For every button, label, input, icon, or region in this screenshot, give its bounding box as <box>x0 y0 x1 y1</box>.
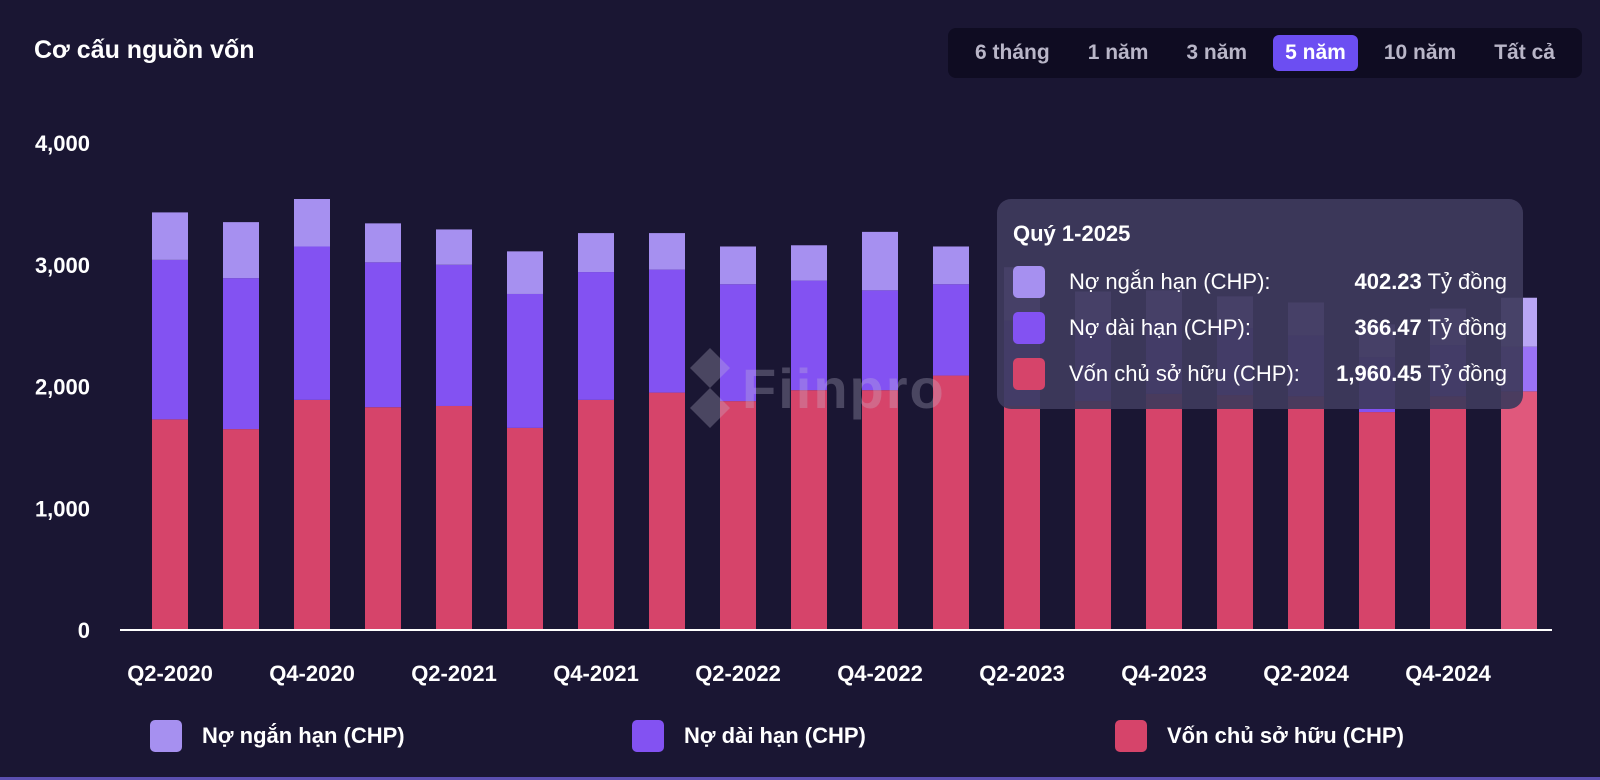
tooltip-label-short-term-debt: Nợ ngắn hạn (CHP): <box>1069 269 1271 294</box>
tooltip-value-equity: 1,960.45 <box>1336 361 1422 386</box>
bar-segment-equity[interactable] <box>365 407 401 630</box>
x-tick-label: Q2-2024 <box>1263 661 1349 686</box>
bar-segment-long-term-debt[interactable] <box>294 246 330 400</box>
bar-segment-short-term-debt[interactable] <box>365 223 401 263</box>
tooltip-row-long-term-debt: Nợ dài hạn (CHP): 366.47 Tỷ đồng <box>1013 305 1507 351</box>
bar-segment-long-term-debt[interactable] <box>862 290 898 391</box>
chart-tooltip: Quý 1-2025 Nợ ngắn hạn (CHP): 402.23 Tỷ … <box>997 199 1523 409</box>
tooltip-value-short-term-debt: 402.23 <box>1354 269 1422 294</box>
watermark-text: Fiinpro <box>742 356 946 420</box>
legend-swatch-long-term-debt <box>632 720 664 752</box>
bar-segment-equity[interactable] <box>1359 412 1395 630</box>
bar-segment-long-term-debt[interactable] <box>223 278 259 430</box>
legend-label-short-term-debt: Nợ ngắn hạn (CHP) <box>202 723 405 748</box>
bar-segment-long-term-debt[interactable] <box>649 269 685 393</box>
bar-segment-long-term-debt[interactable] <box>933 284 969 376</box>
bar-segment-equity[interactable] <box>436 405 472 630</box>
bar-segment-equity[interactable] <box>649 392 685 630</box>
bar-segment-equity[interactable] <box>578 399 614 630</box>
bar-segment-short-term-debt[interactable] <box>507 251 543 294</box>
range-tabs: 6 tháng 1 năm 3 năm 5 năm 10 năm Tất cả <box>948 28 1582 78</box>
bar-segment-equity[interactable] <box>294 399 330 630</box>
tab-1-year[interactable]: 1 năm <box>1087 41 1149 64</box>
bar-segment-equity[interactable] <box>1146 393 1182 630</box>
y-tick-label: 4,000 <box>35 131 90 156</box>
bar-segment-equity[interactable] <box>1501 391 1537 630</box>
tab-5-years[interactable]: 5 năm <box>1273 35 1358 71</box>
x-tick-label: Q2-2023 <box>979 661 1065 686</box>
bar-segment-equity[interactable] <box>1217 395 1253 630</box>
legend-item-short-term-debt[interactable]: Nợ ngắn hạn (CHP) <box>150 720 405 752</box>
tab-3-years[interactable]: 3 năm <box>1186 41 1248 64</box>
tooltip-swatch-short-term-debt <box>1013 266 1045 298</box>
x-tick-label: Q4-2023 <box>1121 661 1207 686</box>
bar-segment-equity[interactable] <box>507 427 543 630</box>
bar-segment-equity[interactable] <box>223 429 259 630</box>
bar-segment-equity[interactable] <box>791 390 827 630</box>
bar-segment-equity[interactable] <box>862 390 898 630</box>
x-tick-label: Q2-2020 <box>127 661 213 686</box>
tooltip-row-short-term-debt: Nợ ngắn hạn (CHP): 402.23 Tỷ đồng <box>1013 259 1507 305</box>
card-bottom-border <box>0 777 1600 780</box>
y-tick-label: 2,000 <box>35 375 90 400</box>
bar-segment-short-term-debt[interactable] <box>294 199 330 247</box>
legend-label-equity: Vốn chủ sở hữu (CHP) <box>1167 723 1404 748</box>
legend-item-equity[interactable]: Vốn chủ sở hữu (CHP) <box>1115 720 1404 752</box>
tooltip-unit-equity: Tỷ đồng <box>1427 361 1508 386</box>
x-tick-label: Q4-2024 <box>1405 661 1491 686</box>
bar-segment-long-term-debt[interactable] <box>365 262 401 408</box>
bar-segment-long-term-debt[interactable] <box>152 259 188 420</box>
bar-segment-short-term-debt[interactable] <box>720 246 756 285</box>
chart-legend: Nợ ngắn hạn (CHP) Nợ dài hạn (CHP) Vốn c… <box>0 720 1600 760</box>
chart-title: Cơ cấu nguồn vốn <box>34 36 255 64</box>
tooltip-title: Quý 1-2025 <box>1013 221 1131 246</box>
legend-swatch-equity <box>1115 720 1147 752</box>
legend-item-long-term-debt[interactable]: Nợ dài hạn (CHP) <box>632 720 866 752</box>
bar-segment-long-term-debt[interactable] <box>507 293 543 428</box>
y-tick-label: 1,000 <box>35 496 90 521</box>
bar-segment-long-term-debt[interactable] <box>720 284 756 402</box>
x-tick-label: Q4-2020 <box>269 661 355 686</box>
bar-segment-short-term-debt[interactable] <box>578 233 614 273</box>
x-tick-label: Q4-2021 <box>553 661 639 686</box>
legend-swatch-short-term-debt <box>150 720 182 752</box>
x-tick-label: Q2-2021 <box>411 661 497 686</box>
y-tick-label: 3,000 <box>35 253 90 278</box>
bar-segment-short-term-debt[interactable] <box>933 246 969 285</box>
bar-segment-equity[interactable] <box>1075 401 1111 630</box>
tab-10-years[interactable]: 10 năm <box>1383 41 1457 64</box>
bar-segment-equity[interactable] <box>152 419 188 630</box>
tab-6-months[interactable]: 6 tháng <box>975 41 1050 64</box>
bar-segment-long-term-debt[interactable] <box>791 280 827 391</box>
tooltip-swatch-long-term-debt <box>1013 312 1045 344</box>
bar-segment-short-term-debt[interactable] <box>223 222 259 279</box>
legend-label-long-term-debt: Nợ dài hạn (CHP) <box>684 723 866 748</box>
bar-segment-short-term-debt[interactable] <box>791 245 827 281</box>
bar-segment-equity[interactable] <box>1430 396 1466 630</box>
bar-segment-equity[interactable] <box>720 401 756 630</box>
bar-segment-short-term-debt[interactable] <box>862 231 898 291</box>
watermark: Fiinpro <box>690 348 946 428</box>
x-tick-label: Q4-2022 <box>837 661 923 686</box>
tooltip-swatch-equity <box>1013 358 1045 390</box>
bar-segment-short-term-debt[interactable] <box>436 229 472 265</box>
bar-segment-short-term-debt[interactable] <box>649 233 685 270</box>
bar-segment-equity[interactable] <box>1004 405 1040 630</box>
tooltip-label-long-term-debt: Nợ dài hạn (CHP): <box>1069 315 1251 340</box>
bar-segment-short-term-debt[interactable] <box>152 212 188 260</box>
y-tick-label: 0 <box>78 618 90 643</box>
tooltip-unit-long-term-debt: Tỷ đồng <box>1427 315 1508 340</box>
tooltip-value-long-term-debt: 366.47 <box>1354 315 1422 340</box>
bar-segment-equity[interactable] <box>933 375 969 630</box>
tab-all[interactable]: Tất cả <box>1494 41 1555 64</box>
tooltip-unit-short-term-debt: Tỷ đồng <box>1427 269 1508 294</box>
tooltip-row-equity: Vốn chủ sở hữu (CHP): 1,960.45 Tỷ đồng <box>1013 351 1507 397</box>
bar-segment-long-term-debt[interactable] <box>578 272 614 400</box>
bar-segment-long-term-debt[interactable] <box>436 264 472 406</box>
tooltip-label-equity: Vốn chủ sở hữu (CHP): <box>1069 361 1300 386</box>
x-tick-label: Q2-2022 <box>695 661 781 686</box>
bar-segment-equity[interactable] <box>1288 396 1324 630</box>
watermark-logo-icon <box>690 348 730 428</box>
